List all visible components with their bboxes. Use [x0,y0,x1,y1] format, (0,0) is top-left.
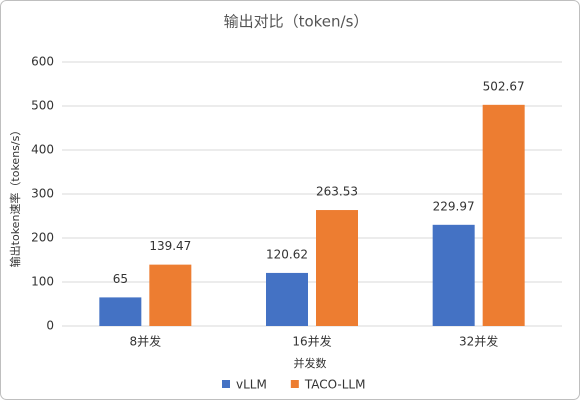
y-tick-label: 100 [31,275,54,289]
y-tick-label: 600 [31,55,54,69]
y-tick-label: 400 [31,143,54,157]
bar [266,272,308,326]
legend-label: vLLM [236,378,267,392]
bar [316,210,358,326]
data-label: 120.62 [266,247,308,261]
data-label: 65 [113,272,128,286]
data-label: 229.97 [433,199,475,213]
legend-swatch [222,380,230,388]
bar [432,224,475,326]
legend-label: TACO-LLM [304,378,366,392]
bar [99,297,142,326]
data-label: 502.67 [483,79,525,93]
y-tick-label: 500 [31,99,54,113]
y-tick-label: 300 [31,187,54,201]
bar [482,104,525,327]
data-label: 263.53 [316,185,358,199]
y-tick-label: 0 [46,319,54,333]
legend-swatch [290,380,299,388]
x-tick-label: 8并发 [130,334,162,349]
y-axis-title: 输出token速率（tokens/s） [8,125,22,268]
chart-title: 输出对比（token/s） [224,13,369,31]
x-tick-label: 16并发 [292,334,331,349]
data-label: 139.47 [149,239,191,253]
x-tick-label: 32并发 [459,334,498,349]
bar [149,264,192,326]
y-tick-label: 200 [31,231,54,245]
x-axis-title: 并发数 [294,356,327,370]
